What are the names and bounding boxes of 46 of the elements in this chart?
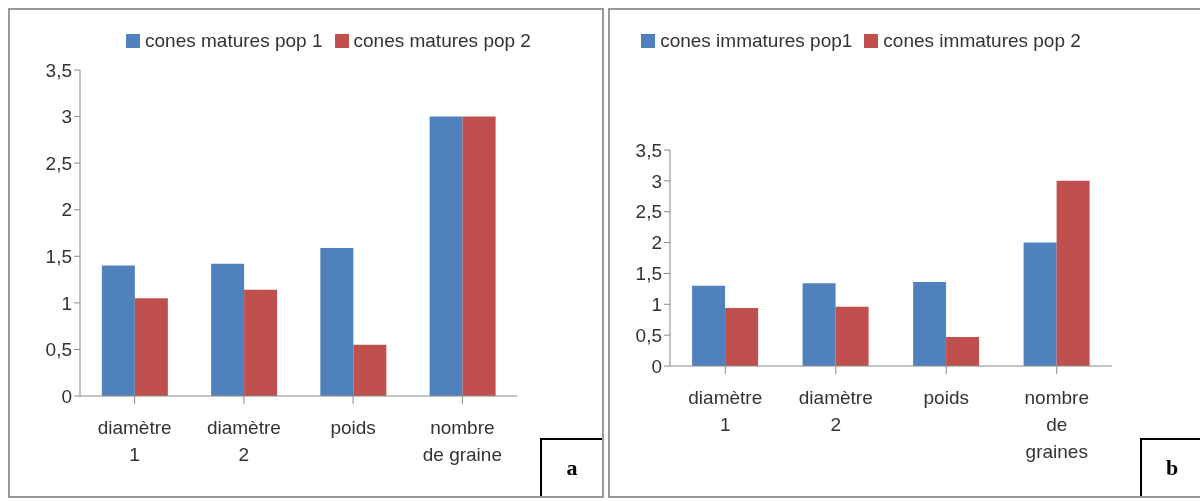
bar <box>244 289 278 396</box>
bar <box>320 247 354 396</box>
y-tick-label: 1,5 <box>45 246 72 268</box>
y-tick-label: 0,5 <box>45 339 72 361</box>
y-tick-label: 3 <box>61 106 72 128</box>
bar <box>353 344 387 396</box>
x-tick-label: diamètre 1 <box>688 387 763 435</box>
x-tick-label: diamètre 2 <box>206 417 281 465</box>
y-tick-label: 3,5 <box>45 59 72 81</box>
x-tick-label: poids <box>330 417 376 438</box>
legend-label: cones immatures pop 2 <box>882 30 1081 52</box>
y-tick-label: 0 <box>61 385 72 407</box>
x-tick-label: nombre de graine <box>422 417 502 465</box>
x-tick-label: nombre de graines <box>1024 387 1089 462</box>
bar <box>913 282 947 366</box>
bar <box>134 298 168 396</box>
bar <box>211 263 245 396</box>
x-tick-label: diamètre 1 <box>97 417 172 465</box>
y-tick-label: 2,5 <box>635 201 662 223</box>
bar <box>462 116 496 396</box>
bar <box>946 336 980 366</box>
y-tick-label: 2 <box>651 232 662 254</box>
y-tick-label: 0,5 <box>635 324 662 346</box>
text: a <box>540 438 602 496</box>
bar <box>692 285 726 366</box>
y-tick-label: 2 <box>61 199 72 221</box>
text: b <box>1140 438 1200 496</box>
bar <box>835 306 869 366</box>
bar <box>802 283 836 366</box>
y-tick-label: 1 <box>61 292 72 314</box>
x-tick-label: diamètre 2 <box>798 387 873 435</box>
legend-label: cones matures pop 1 <box>144 30 323 52</box>
y-tick-label: 3,5 <box>635 139 662 161</box>
legend-label: cones matures pop 2 <box>352 30 531 52</box>
bar <box>725 307 759 366</box>
bar <box>1056 180 1090 366</box>
bar <box>1023 242 1057 366</box>
legend-label: cones immatures pop1 <box>659 30 853 52</box>
y-tick-label: 1,5 <box>635 263 662 285</box>
y-tick-label: 2,5 <box>45 152 72 174</box>
x-tick-label: poids <box>923 387 969 408</box>
bar <box>101 265 135 396</box>
y-tick-label: 0 <box>651 355 662 377</box>
bar <box>429 116 463 396</box>
y-tick-label: 3 <box>651 170 662 192</box>
y-tick-label: 1 <box>651 294 662 316</box>
